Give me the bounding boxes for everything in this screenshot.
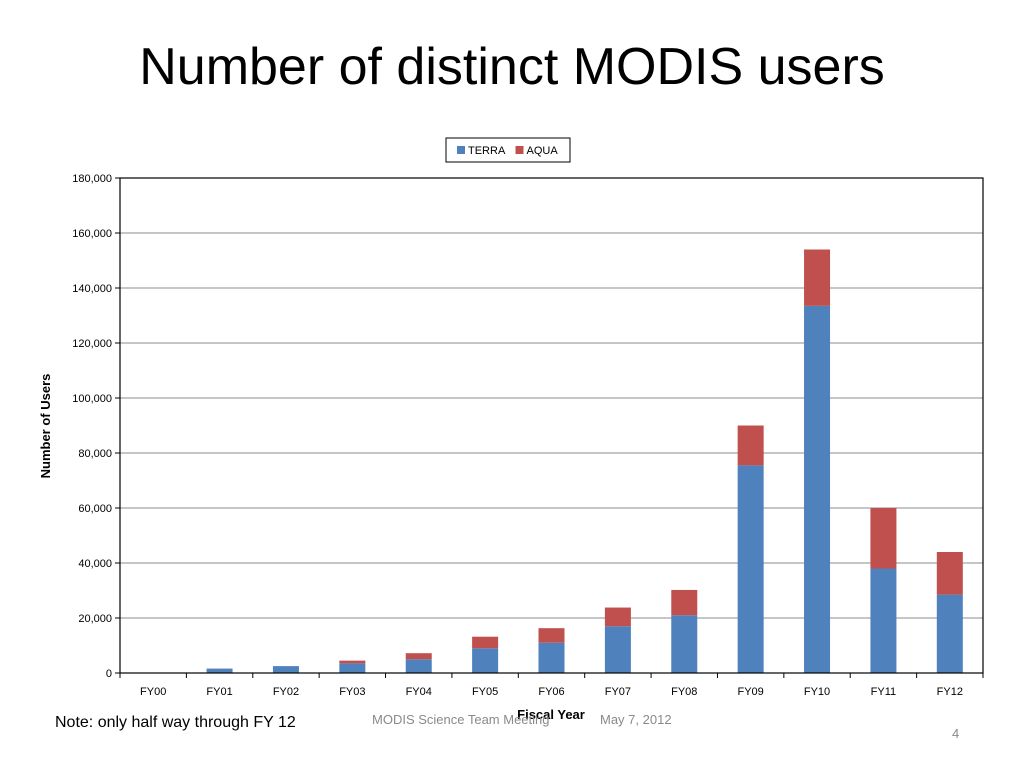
y-tick-label: 140,000 [72, 283, 112, 295]
bar-terra-fy06 [538, 642, 565, 673]
x-tick-label: FY00 [140, 686, 166, 698]
legend-swatch-terra [457, 146, 465, 154]
bar-terra-fy09 [737, 465, 764, 673]
y-tick-label: 180,000 [72, 173, 112, 185]
legend-box [445, 137, 571, 163]
x-tick-label: FY10 [804, 686, 830, 698]
bar-terra-fy04 [405, 659, 432, 673]
bar-aqua-fy10 [804, 249, 831, 306]
bar-terra-fy01 [206, 668, 233, 673]
x-tick-label: FY02 [273, 686, 299, 698]
x-tick-label: FY07 [605, 686, 631, 698]
y-axis-title: Number of Users [38, 374, 53, 479]
bar-aqua-fy07 [604, 607, 631, 627]
y-tick-label: 0 [106, 668, 112, 680]
bar-terra-fy10 [804, 305, 831, 673]
x-tick-label: FY06 [538, 686, 564, 698]
bar-aqua-fy04 [405, 653, 432, 660]
legend-label-aqua: AQUA [527, 145, 559, 157]
x-tick-label: FY01 [206, 686, 232, 698]
y-tick-label: 80,000 [78, 448, 112, 460]
bar-terra-fy11 [870, 568, 897, 673]
x-tick-label: FY04 [406, 686, 432, 698]
bar-aqua-fy03 [339, 660, 366, 664]
x-tick-label: FY12 [937, 686, 963, 698]
bar-aqua-fy05 [472, 636, 499, 649]
bar-aqua-fy12 [936, 552, 963, 595]
legend-swatch-aqua [515, 146, 524, 154]
legend-label-terra: TERRA [468, 145, 506, 157]
y-tick-label: 120,000 [72, 338, 112, 350]
footer-event: MODIS Science Team Meeting [372, 712, 550, 727]
bar-terra-fy03 [339, 663, 366, 673]
y-tick-label: 40,000 [78, 558, 112, 570]
x-tick-label: FY08 [671, 686, 697, 698]
footer-date: May 7, 2012 [600, 712, 672, 727]
bar-terra-fy02 [272, 666, 299, 673]
x-axis-title: Fiscal Year [517, 707, 585, 722]
bar-terra-fy05 [472, 648, 499, 673]
y-tick-label: 60,000 [78, 503, 112, 515]
bar-aqua-fy06 [538, 628, 565, 643]
x-tick-label: FY09 [738, 686, 764, 698]
bar-terra-fy12 [936, 594, 963, 673]
bar-aqua-fy08 [671, 589, 698, 616]
y-tick-label: 100,000 [72, 393, 112, 405]
bar-terra-fy07 [604, 626, 631, 673]
note-text: Note: only half way through FY 12 [55, 714, 296, 731]
plot-area-frame [119, 177, 984, 674]
bar-terra-fy08 [671, 615, 698, 673]
bar-aqua-fy09 [737, 425, 764, 466]
bar-aqua-fy11 [870, 508, 897, 569]
y-tick-label: 20,000 [78, 613, 112, 625]
x-tick-label: FY05 [472, 686, 498, 698]
page-number: 4 [952, 726, 960, 741]
x-tick-label: FY03 [339, 686, 365, 698]
slide-title: Number of distinct MODIS users [139, 38, 885, 96]
x-tick-label: FY11 [871, 686, 896, 698]
y-tick-label: 160,000 [72, 228, 112, 240]
